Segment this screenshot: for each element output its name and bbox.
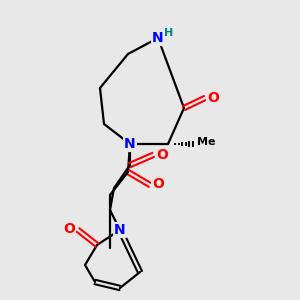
Text: O: O bbox=[207, 91, 219, 105]
Text: O: O bbox=[152, 177, 164, 191]
Text: Me: Me bbox=[197, 137, 215, 147]
Text: N: N bbox=[114, 223, 126, 237]
Text: N: N bbox=[124, 137, 136, 151]
Text: N: N bbox=[152, 31, 164, 45]
Text: O: O bbox=[63, 222, 75, 236]
Text: H: H bbox=[164, 28, 174, 38]
Text: O: O bbox=[156, 148, 168, 162]
